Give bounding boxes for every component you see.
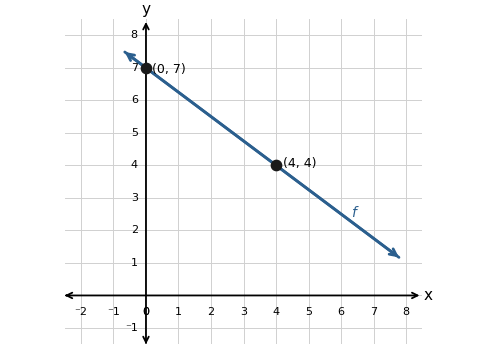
Text: 8: 8 bbox=[131, 31, 138, 40]
Text: 5: 5 bbox=[305, 307, 312, 317]
Text: (0, 7): (0, 7) bbox=[152, 63, 186, 76]
Text: 6: 6 bbox=[131, 95, 138, 105]
Text: 1: 1 bbox=[175, 307, 182, 317]
Text: 2: 2 bbox=[131, 226, 138, 235]
Text: ⁻1: ⁻1 bbox=[107, 307, 120, 317]
Text: 8: 8 bbox=[402, 307, 410, 317]
Text: x: x bbox=[424, 288, 433, 303]
Text: 3: 3 bbox=[240, 307, 247, 317]
Text: ⁻1: ⁻1 bbox=[125, 323, 138, 333]
Text: 5: 5 bbox=[131, 128, 138, 138]
Text: ⁻2: ⁻2 bbox=[75, 307, 88, 317]
Text: 0: 0 bbox=[143, 307, 150, 317]
Text: 4: 4 bbox=[272, 307, 280, 317]
Text: y: y bbox=[141, 2, 150, 17]
Text: 7: 7 bbox=[131, 63, 138, 73]
Text: 1: 1 bbox=[131, 258, 138, 268]
Text: 6: 6 bbox=[337, 307, 344, 317]
Text: 7: 7 bbox=[370, 307, 377, 317]
Text: 0: 0 bbox=[143, 307, 150, 317]
Point bbox=[272, 163, 280, 168]
Point bbox=[142, 65, 150, 71]
Text: 4: 4 bbox=[131, 160, 138, 170]
Text: (4, 4): (4, 4) bbox=[282, 157, 316, 170]
Text: 2: 2 bbox=[207, 307, 215, 317]
Text: 3: 3 bbox=[131, 193, 138, 203]
Text: f: f bbox=[351, 205, 356, 220]
